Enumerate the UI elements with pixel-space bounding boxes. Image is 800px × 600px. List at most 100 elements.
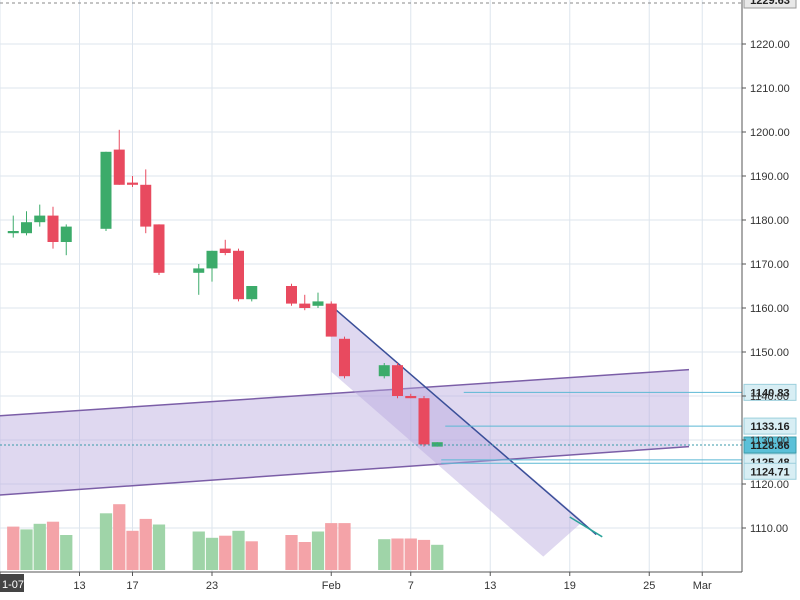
- channel-fill: [0, 369, 689, 495]
- candle-body: [206, 250, 218, 269]
- volume-bar: [139, 518, 152, 570]
- volume-bar: [205, 537, 219, 570]
- volume-bar: [33, 523, 46, 570]
- candle-body: [127, 182, 138, 185]
- x-tick-label: 19: [564, 580, 576, 592]
- candle-up: [206, 250, 218, 282]
- candle-up: [193, 264, 205, 295]
- volume-bar: [391, 538, 404, 570]
- level-badge: [743, 417, 797, 435]
- x-tick-label: Feb: [322, 580, 341, 592]
- candle-body: [418, 398, 430, 445]
- candles: [7, 129, 443, 447]
- candle-down: [418, 396, 430, 447]
- volume-bar: [99, 513, 113, 570]
- channel-upper-line: [0, 368, 690, 417]
- candle-body: [299, 303, 311, 308]
- candle-body: [431, 442, 443, 447]
- candle-up: [60, 224, 72, 256]
- candle-body: [286, 286, 297, 304]
- level-badge-label: 1140.83: [750, 387, 789, 399]
- y-tick-label: 1170.00: [750, 259, 789, 271]
- volume-bar: [232, 530, 245, 570]
- volume-bar: [431, 544, 444, 570]
- falling-trend-line: [330, 305, 597, 536]
- candle-down: [339, 336, 350, 379]
- y-tick-label: 1120.00: [750, 479, 789, 491]
- volume-bar: [417, 539, 431, 570]
- candle-up: [378, 363, 390, 379]
- volume-bar: [60, 535, 73, 570]
- candle-body: [325, 303, 337, 337]
- volume-bar: [7, 526, 20, 570]
- candle-up: [246, 286, 258, 302]
- x-axis: 1-07 13 17 23 Feb 7 13 19 25 Mar: [0, 571, 742, 592]
- candle-down: [325, 301, 337, 337]
- candle-up: [431, 442, 443, 447]
- y-tick-label: 1190.00: [750, 171, 789, 183]
- candle-down: [153, 224, 165, 275]
- candle-body: [47, 215, 59, 242]
- candle-up: [21, 211, 32, 236]
- trend-line-extension: [569, 516, 603, 538]
- level-badge: [743, 462, 797, 480]
- top-price-label: 1229.63: [750, 0, 790, 7]
- level-badge-label: 1128.86: [750, 440, 789, 452]
- candle-body: [7, 231, 19, 234]
- volume-bar: [404, 538, 417, 570]
- volume-bar: [325, 523, 338, 570]
- candle-body: [378, 365, 390, 377]
- volume-bars: [7, 504, 444, 570]
- candle-body: [219, 248, 231, 253]
- candle-body: [233, 250, 244, 300]
- x-start-badge: [0, 574, 24, 592]
- y-axis: 1110.00 1120.00 1130.00 1140.00 1150.00 1160.…: [741, 0, 797, 572]
- candle-down: [286, 283, 297, 306]
- channel-lower-line: [0, 445, 690, 496]
- candle-body: [312, 301, 324, 306]
- y-tick-label: 1180.00: [750, 215, 789, 227]
- grid: [0, 0, 742, 572]
- volume-bar: [113, 504, 126, 570]
- candle-body: [339, 338, 350, 377]
- candle-body: [193, 268, 205, 273]
- candle-up: [7, 215, 19, 238]
- candle-down: [299, 294, 311, 311]
- x-tick-label: 25: [643, 580, 655, 592]
- y-tick-label: 1210.00: [750, 83, 790, 95]
- level-badge: [743, 383, 797, 401]
- volume-bar: [46, 521, 60, 570]
- y-tick-label: 1150.00: [750, 347, 789, 359]
- x-tick-label: 23: [206, 580, 218, 592]
- y-tick-label: 1130.00: [750, 435, 789, 447]
- x-tick-label: Mar: [693, 580, 712, 592]
- candle-up: [34, 204, 46, 227]
- level-badge: [743, 436, 797, 454]
- candle-down: [140, 169, 152, 234]
- volume-bar: [378, 539, 391, 570]
- candle-body: [100, 151, 112, 229]
- y-tick-label: 1200.00: [750, 127, 790, 139]
- candle-down: [113, 129, 125, 185]
- candle-body: [60, 226, 72, 242]
- volume-bar: [298, 542, 311, 570]
- level-badge-label: 1124.71: [750, 466, 789, 478]
- volume-bar: [192, 531, 205, 570]
- volume-bar: [311, 531, 325, 570]
- volume-bar: [245, 541, 258, 570]
- candle-up: [100, 151, 112, 231]
- candle-body: [392, 365, 403, 396]
- y-tick-label: 1160.00: [750, 303, 789, 315]
- candle-down: [127, 176, 138, 187]
- y-tick-label: 1140.00: [750, 391, 789, 403]
- volume-bar: [285, 535, 298, 570]
- candle-down: [219, 239, 231, 256]
- volume-bar: [152, 524, 166, 570]
- y-tick-label: 1220.00: [750, 39, 790, 51]
- x-tick-label: 1-07: [2, 579, 24, 591]
- x-tick-label: 13: [484, 580, 496, 592]
- x-tick-label: 17: [126, 580, 138, 592]
- candle-up: [312, 292, 324, 308]
